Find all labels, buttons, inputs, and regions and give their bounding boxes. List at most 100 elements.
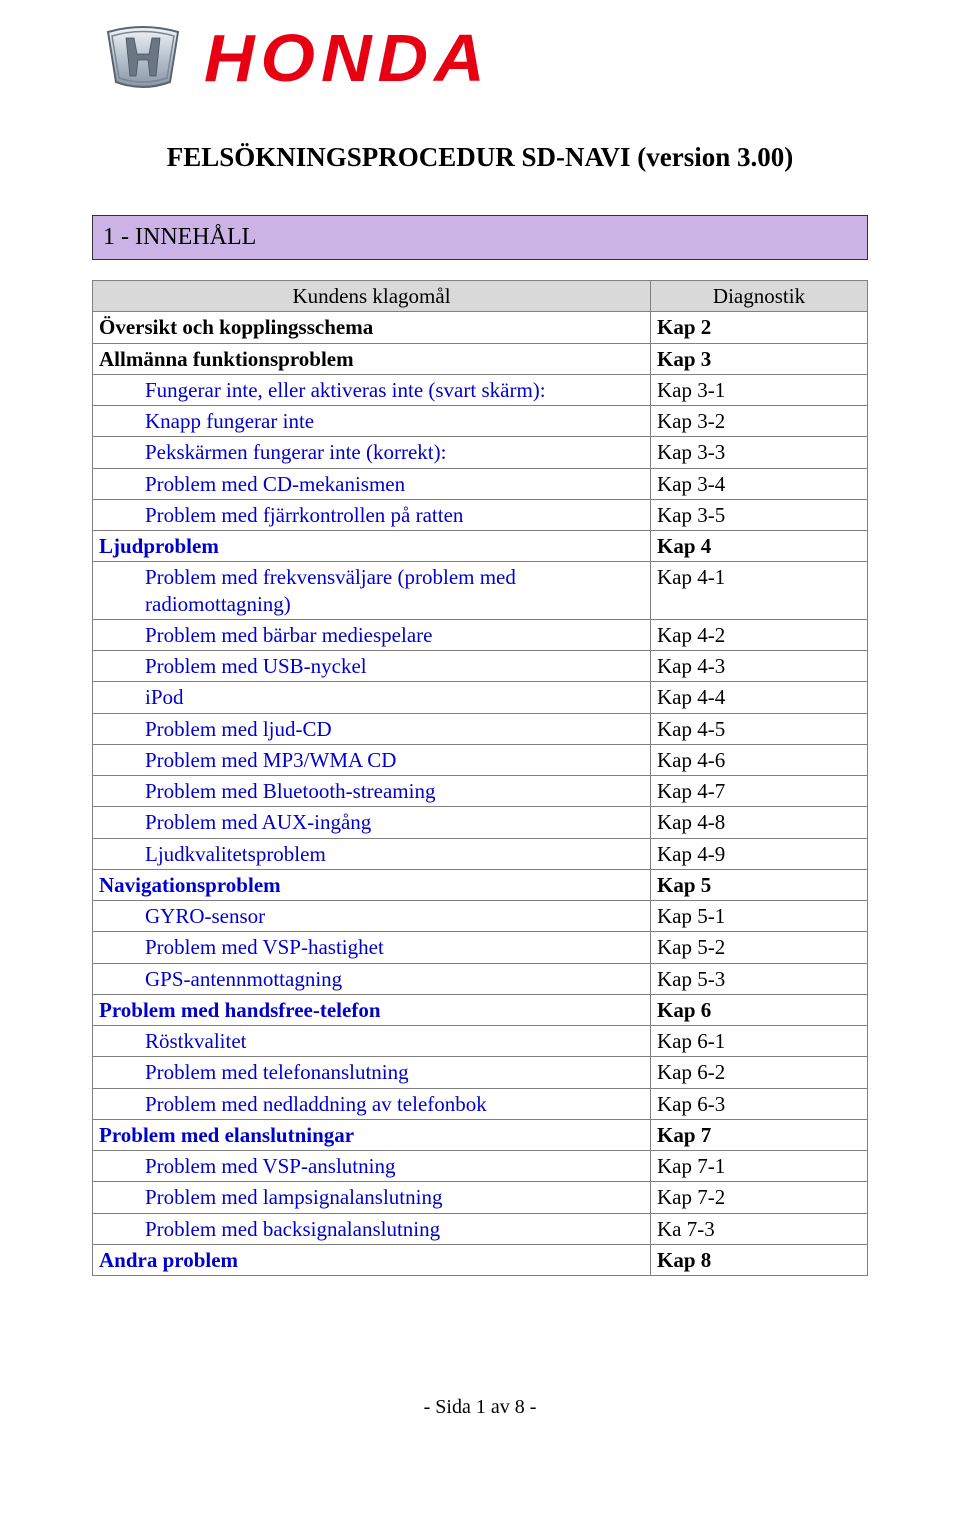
topic-cell: Fungerar inte, eller aktiveras inte (sva…	[93, 374, 651, 405]
diag-label: Kap 6-3	[657, 1092, 725, 1116]
topic-cell: GYRO-sensor	[93, 901, 651, 932]
topic-label: Röstkvalitet	[99, 1028, 644, 1054]
topic-label: GPS-antennmottagning	[99, 966, 644, 992]
diag-cell: Kap 4-9	[651, 838, 868, 869]
topic-label: Problem med AUX-ingång	[99, 809, 644, 835]
table-header-row: Kundens klagomål Diagnostik	[93, 281, 868, 312]
diag-cell: Kap 6-1	[651, 1026, 868, 1057]
topic-cell: Problem med ljud-CD	[93, 713, 651, 744]
diag-cell: Kap 5	[651, 869, 868, 900]
topic-cell: Ljudkvalitetsproblem	[93, 838, 651, 869]
topic-cell: Problem med backsignalanslutning	[93, 1213, 651, 1244]
topic-cell: Problem med elanslutningar	[93, 1119, 651, 1150]
topic-label: Pekskärmen fungerar inte (korrekt):	[99, 439, 644, 465]
contents-table: Kundens klagomål Diagnostik Översikt och…	[92, 280, 868, 1276]
honda-emblem-icon	[100, 22, 186, 94]
diag-cell: Kap 4-7	[651, 776, 868, 807]
topic-label: Problem med MP3/WMA CD	[99, 747, 644, 773]
diag-label: Kap 8	[657, 1248, 711, 1272]
diag-cell: Ka 7-3	[651, 1213, 868, 1244]
diag-cell: Kap 3-1	[651, 374, 868, 405]
table-row: Problem med VSP-hastighetKap 5-2	[93, 932, 868, 963]
topic-label: Fungerar inte, eller aktiveras inte (sva…	[99, 377, 644, 403]
diag-label: Kap 4-5	[657, 717, 725, 741]
topic-cell: Problem med nedladdning av telefonbok	[93, 1088, 651, 1119]
diag-cell: Kap 2	[651, 312, 868, 343]
diag-label: Kap 4-4	[657, 685, 725, 709]
diag-cell: Kap 7-1	[651, 1151, 868, 1182]
topic-cell: Problem med fjärrkontrollen på ratten	[93, 499, 651, 530]
topic-label: Översikt och kopplingsschema	[99, 315, 373, 339]
diag-label: Kap 7-1	[657, 1154, 725, 1178]
diag-cell: Kap 5-2	[651, 932, 868, 963]
topic-cell: Problem med MP3/WMA CD	[93, 744, 651, 775]
diag-cell: Kap 5-1	[651, 901, 868, 932]
table-row: Problem med lampsignalanslutningKap 7-2	[93, 1182, 868, 1213]
document-title: FELSÖKNINGSPROCEDUR SD-NAVI (version 3.0…	[92, 142, 868, 173]
diag-cell: Kap 6	[651, 994, 868, 1025]
table-row: Problem med nedladdning av telefonbok Kap…	[93, 1088, 868, 1119]
diag-cell: Kap 7	[651, 1119, 868, 1150]
table-row: iPod Kap 4-4	[93, 682, 868, 713]
diag-label: Kap 7	[657, 1123, 711, 1147]
table-row: NavigationsproblemKap 5	[93, 869, 868, 900]
diag-label: Kap 6-1	[657, 1029, 725, 1053]
table-row: LjudproblemKap 4	[93, 531, 868, 562]
topic-label: iPod	[99, 684, 644, 710]
diag-label: Kap 4	[657, 534, 711, 558]
topic-label: Problem med Bluetooth-streaming	[99, 778, 644, 804]
table-row: Problem med ljud-CDKap 4-5	[93, 713, 868, 744]
header-diag: Diagnostik	[651, 281, 868, 312]
topic-cell: Problem med Bluetooth-streaming	[93, 776, 651, 807]
topic-cell: Översikt och kopplingsschema	[93, 312, 651, 343]
topic-label: Problem med lampsignalanslutning	[99, 1184, 644, 1210]
topic-cell: Problem med frekvensväljare (problem med…	[93, 562, 651, 620]
table-row: Fungerar inte, eller aktiveras inte (sva…	[93, 374, 868, 405]
diag-cell: Kap 4-6	[651, 744, 868, 775]
diag-label: Kap 2	[657, 315, 711, 339]
topic-cell: Problem med USB-nyckel	[93, 651, 651, 682]
topic-label: Problem med nedladdning av telefonbok	[99, 1091, 644, 1117]
table-row: Knapp fungerar inteKap 3-2	[93, 406, 868, 437]
topic-cell: Problem med handsfree-telefon	[93, 994, 651, 1025]
diag-cell: Kap 4-5	[651, 713, 868, 744]
diag-label: Kap 6	[657, 998, 711, 1022]
diag-cell: Kap 4-2	[651, 619, 868, 650]
topic-cell: Allmänna funktionsproblem	[93, 343, 651, 374]
topic-label: Problem med backsignalanslutning	[99, 1216, 644, 1242]
table-row: Problem med backsignalanslutning Ka 7-3	[93, 1213, 868, 1244]
topic-label: Knapp fungerar inte	[99, 408, 644, 434]
topic-cell: Problem med bärbar mediespelare	[93, 619, 651, 650]
table-row: Pekskärmen fungerar inte (korrekt): Kap 3…	[93, 437, 868, 468]
section-banner: 1 - INNEHÅLL	[92, 215, 868, 260]
topic-cell: Navigationsproblem	[93, 869, 651, 900]
diag-label: Kap 3	[657, 347, 711, 371]
diag-label: Kap 4-2	[657, 623, 725, 647]
diag-cell: Kap 4-3	[651, 651, 868, 682]
diag-cell: Kap 3-3	[651, 437, 868, 468]
table-row: Problem med frekvensväljare (problem med…	[93, 562, 868, 620]
topic-label: Problem med frekvensväljare (problem med…	[99, 564, 644, 617]
diag-cell: Kap 8	[651, 1244, 868, 1275]
table-row: GPS-antennmottagningKap 5-3	[93, 963, 868, 994]
topic-cell: Problem med VSP-hastighet	[93, 932, 651, 963]
topic-label: Ljudkvalitetsproblem	[99, 841, 644, 867]
topic-cell: Andra problem	[93, 1244, 651, 1275]
topic-label: Andra problem	[99, 1248, 238, 1272]
diag-label: Kap 6-2	[657, 1060, 725, 1084]
diag-label: Kap 4-8	[657, 810, 725, 834]
table-row: Problem med handsfree-telefonKap 6	[93, 994, 868, 1025]
diag-label: Kap 3-3	[657, 440, 725, 464]
diag-cell: Kap 4-8	[651, 807, 868, 838]
diag-label: Kap 5	[657, 873, 711, 897]
topic-cell: Problem med lampsignalanslutning	[93, 1182, 651, 1213]
topic-label: GYRO-sensor	[99, 903, 644, 929]
page: HONDA FELSÖKNINGSPROCEDUR SD-NAVI (versi…	[0, 0, 960, 1521]
topic-cell: Ljudproblem	[93, 531, 651, 562]
topic-label: Problem med fjärrkontrollen på ratten	[99, 502, 644, 528]
table-row: Andra problem Kap 8	[93, 1244, 868, 1275]
diag-label: Ka 7-3	[657, 1217, 715, 1241]
table-row: Problem med bärbar mediespelareKap 4-2	[93, 619, 868, 650]
diag-label: Kap 4-6	[657, 748, 725, 772]
diag-cell: Kap 4	[651, 531, 868, 562]
